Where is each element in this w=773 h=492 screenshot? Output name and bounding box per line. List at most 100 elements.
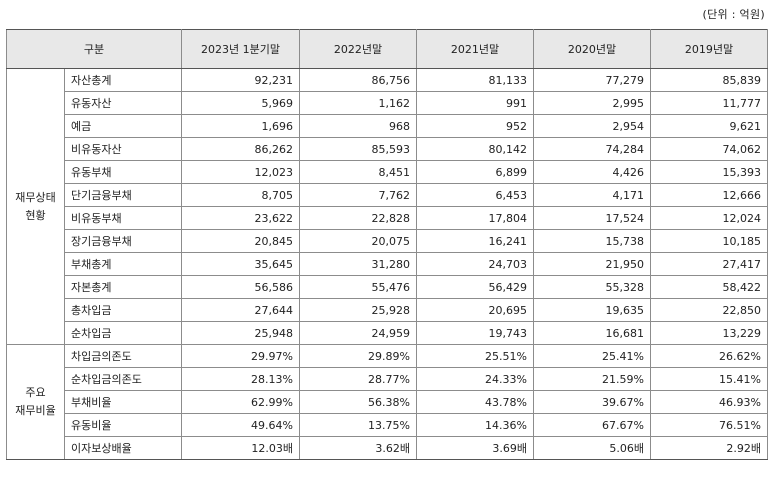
table-row: 비유동부채 23,622 22,828 17,804 17,524 12,024: [7, 206, 768, 230]
cell-value: 85,593: [299, 137, 417, 161]
cell-value: 24.33%: [416, 367, 534, 391]
cell-value: 7,762: [299, 183, 417, 207]
cell-value: 67.67%: [533, 413, 651, 437]
group-label-line: 현황: [25, 208, 46, 222]
cell-value: 12,023: [181, 160, 300, 184]
cell-value: 24,959: [299, 321, 417, 345]
cell-value: 39.67%: [533, 390, 651, 414]
cell-value: 55,476: [299, 275, 417, 299]
cell-value: 29.97%: [181, 344, 300, 368]
cell-value: 27,417: [650, 252, 768, 276]
cell-value: 74,284: [533, 137, 651, 161]
cell-value: 15,738: [533, 229, 651, 253]
table-row: 비유동자산 86,262 85,593 80,142 74,284 74,062: [7, 137, 768, 161]
header-2020: 2020년말: [533, 29, 651, 69]
row-item-label: 자산총계: [64, 68, 182, 92]
cell-value: 21.59%: [533, 367, 651, 391]
table-row: 장기금융부채 20,845 20,075 16,241 15,738 10,185: [7, 229, 768, 253]
financial-table: 구분 2023년 1분기말 2022년말 2021년말 2020년말 2019년…: [6, 29, 768, 460]
cell-value: 2,954: [533, 114, 651, 138]
cell-value: 27,644: [181, 298, 300, 322]
row-item-label: 순차입금의존도: [64, 367, 182, 391]
header-2023-q1: 2023년 1분기말: [181, 29, 300, 69]
table-row: 총차입금 27,644 25,928 20,695 19,635 22,850: [7, 298, 768, 322]
cell-value: 92,231: [181, 68, 300, 92]
cell-value: 19,743: [416, 321, 534, 345]
cell-value: 86,262: [181, 137, 300, 161]
cell-value: 1,162: [299, 91, 417, 115]
row-item-label: 유동비율: [64, 413, 182, 437]
cell-value: 5.06배: [533, 436, 651, 460]
cell-value: 56,429: [416, 275, 534, 299]
table-row: 부채총계 35,645 31,280 24,703 21,950 27,417: [7, 252, 768, 276]
table-row: 주요 재무비율 차입금의존도 29.97% 29.89% 25.51% 25.41% 26.6…: [6, 344, 768, 460]
row-item-label: 비유동부채: [64, 206, 182, 230]
cell-value: 76.51%: [650, 413, 768, 437]
row-item-label: 자본총계: [64, 275, 182, 299]
cell-value: 46.93%: [650, 390, 768, 414]
cell-value: 9,621: [650, 114, 768, 138]
cell-value: 14.36%: [416, 413, 534, 437]
cell-value: 58,422: [650, 275, 768, 299]
cell-value: 1,696: [181, 114, 300, 138]
cell-value: 25,948: [181, 321, 300, 345]
row-item-label: 단기금융부채: [64, 183, 182, 207]
cell-value: 25.41%: [533, 344, 651, 368]
cell-value: 25,928: [299, 298, 417, 322]
table-row: 이자보상배율 12.03배 3.62배 3.69배 5.06배 2.92배: [7, 436, 768, 460]
row-item-label: 비유동자산: [64, 137, 182, 161]
cell-value: 49.64%: [181, 413, 300, 437]
cell-value: 20,845: [181, 229, 300, 253]
cell-value: 13.75%: [299, 413, 417, 437]
cell-value: 11,777: [650, 91, 768, 115]
row-item-label: 이자보상배율: [64, 436, 182, 460]
row-item-label: 차입금의존도: [64, 344, 182, 368]
cell-value: 16,681: [533, 321, 651, 345]
header-2021: 2021년말: [416, 29, 534, 69]
group-label-line: 재무비율: [15, 404, 56, 417]
cell-value: 13,229: [650, 321, 768, 345]
cell-value: 4,171: [533, 183, 651, 207]
cell-value: 55,328: [533, 275, 651, 299]
row-item-label: 부채총계: [64, 252, 182, 276]
cell-value: 17,804: [416, 206, 534, 230]
row-item-label: 순차입금: [64, 321, 182, 345]
cell-value: 43.78%: [416, 390, 534, 414]
cell-value: 968: [299, 114, 417, 138]
group-label-line: 재무상태: [15, 190, 56, 204]
cell-value: 22,850: [650, 298, 768, 322]
table-row: 자본총계 56,586 55,476 56,429 55,328 58,422: [7, 275, 768, 299]
cell-value: 6,899: [416, 160, 534, 184]
cell-value: 6,453: [416, 183, 534, 207]
cell-value: 3.69배: [416, 436, 534, 460]
table-row: 부채비율 62.99% 56.38% 43.78% 39.67% 46.93%: [7, 390, 768, 414]
cell-value: 5,969: [181, 91, 300, 115]
cell-value: 16,241: [416, 229, 534, 253]
table-row: 단기금융부채 8,705 7,762 6,453 4,171 12,666: [7, 183, 768, 207]
table-row: 재무상태 현황 자산총계 92,231 86,756 81,133 77,279 85,839: [6, 68, 768, 345]
row-item-label: 총차입금: [64, 298, 182, 322]
cell-value: 15,393: [650, 160, 768, 184]
header-2019: 2019년말: [650, 29, 768, 69]
cell-value: 12,024: [650, 206, 768, 230]
cell-value: 22,828: [299, 206, 417, 230]
table-row: 유동자산 5,969 1,162 991 2,995 11,777: [7, 91, 768, 115]
cell-value: 62.99%: [181, 390, 300, 414]
cell-value: 8,705: [181, 183, 300, 207]
cell-value: 25.51%: [416, 344, 534, 368]
row-item-label: 유동부채: [64, 160, 182, 184]
cell-value: 12.03배: [181, 436, 300, 460]
header-row: 구분 2023년 1분기말 2022년말 2021년말 2020년말 2019년…: [6, 29, 768, 69]
cell-value: 3.62배: [299, 436, 417, 460]
cell-value: 81,133: [416, 68, 534, 92]
cell-value: 2.92배: [650, 436, 768, 460]
cell-value: 19,635: [533, 298, 651, 322]
cell-value: 23,622: [181, 206, 300, 230]
cell-value: 17,524: [533, 206, 651, 230]
cell-value: 26.62%: [650, 344, 768, 368]
table-row: 유동부채 12,023 8,451 6,899 4,426 15,393: [7, 160, 768, 184]
cell-value: 80,142: [416, 137, 534, 161]
table-row: 순차입금 25,948 24,959 19,743 16,681 13,229: [7, 321, 768, 345]
cell-value: 77,279: [533, 68, 651, 92]
